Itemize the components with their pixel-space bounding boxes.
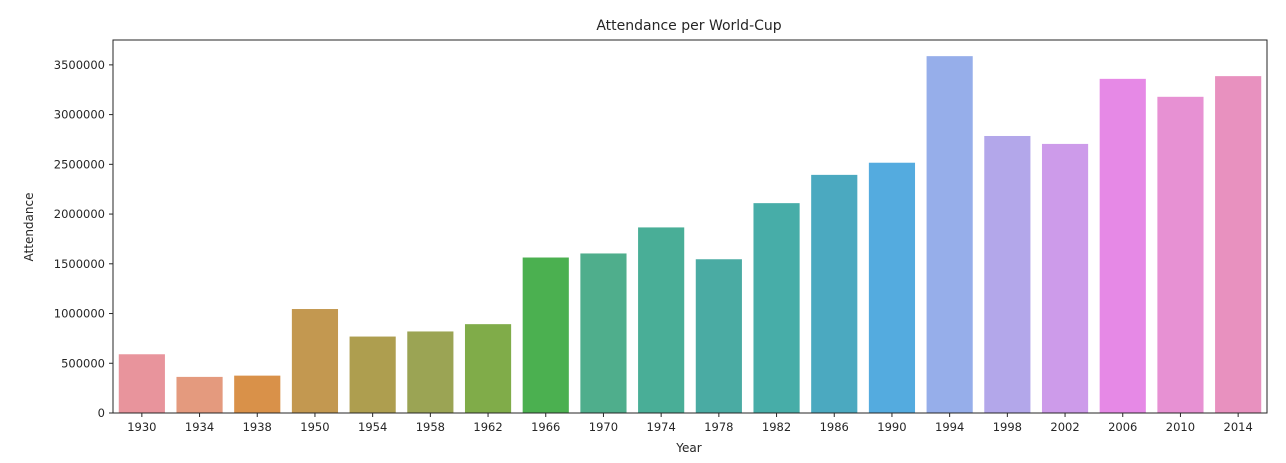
bar-1970 xyxy=(580,253,627,413)
x-tick-label-1962: 1962 xyxy=(473,420,502,434)
x-axis-label: Year xyxy=(675,441,701,455)
x-tick-label-1954: 1954 xyxy=(358,420,387,434)
chart-title: Attendance per World-Cup xyxy=(596,18,781,34)
bar-2006 xyxy=(1099,78,1146,413)
x-tick-label-1978: 1978 xyxy=(704,420,733,434)
bar-1950 xyxy=(291,309,339,413)
bar-1982 xyxy=(753,203,800,413)
y-tick-label-500000: 500000 xyxy=(61,356,105,370)
y-tick-label-3500000: 3500000 xyxy=(54,58,105,72)
plot-frame xyxy=(112,39,1268,414)
x-tick-label-1970: 1970 xyxy=(589,420,618,434)
y-axis: 0 500000 1000000 1500000 2000000 2500000 30000… xyxy=(54,58,113,420)
x-tick-label-1986: 1986 xyxy=(820,420,849,434)
y-axis-label: Attendance xyxy=(22,193,36,262)
bar-2002 xyxy=(1041,143,1089,414)
x-tick-label-1934: 1934 xyxy=(185,420,214,434)
x-tick-label-1982: 1982 xyxy=(762,420,791,434)
y-tick-label-1500000: 1500000 xyxy=(54,257,105,271)
x-tick-label-2010: 2010 xyxy=(1166,420,1195,434)
x-tick-label-1958: 1958 xyxy=(416,420,445,434)
bar-2014 xyxy=(1215,76,1262,413)
bar-1958 xyxy=(407,331,454,413)
bar-1978 xyxy=(695,259,742,413)
bar-1998 xyxy=(984,135,1031,414)
bar-2010 xyxy=(1157,96,1204,413)
bars-group xyxy=(118,56,1262,414)
x-tick-label-2014: 2014 xyxy=(1224,420,1253,434)
bar-1990 xyxy=(868,162,916,413)
bar-1962 xyxy=(464,324,512,413)
bar-1954 xyxy=(349,336,396,413)
y-tick-label-0: 0 xyxy=(98,406,105,420)
bar-1938 xyxy=(234,375,281,413)
x-tick-label-1990: 1990 xyxy=(877,420,906,434)
x-tick-label-2002: 2002 xyxy=(1050,420,1079,434)
x-axis: 1930 1934 1938 1950 1954 1958 1962 1966 1970 1974… xyxy=(127,413,1253,434)
y-tick-label-1000000: 1000000 xyxy=(54,307,105,321)
y-tick-label-2500000: 2500000 xyxy=(54,157,105,171)
x-tick-label-1998: 1998 xyxy=(993,420,1022,434)
bar-1930 xyxy=(118,354,165,413)
y-tick-label-2000000: 2000000 xyxy=(54,207,105,221)
x-tick-label-1950: 1950 xyxy=(300,420,329,434)
bar-1934 xyxy=(176,376,223,413)
x-tick-label-1930: 1930 xyxy=(127,420,156,434)
bar-1994 xyxy=(926,56,973,413)
x-tick-label-2006: 2006 xyxy=(1108,420,1137,434)
y-tick-label-3000000: 3000000 xyxy=(54,108,105,122)
bar-1966 xyxy=(522,257,569,413)
x-tick-label-1974: 1974 xyxy=(647,420,676,434)
x-tick-label-1966: 1966 xyxy=(531,420,560,434)
bar-1986 xyxy=(811,174,858,413)
x-tick-label-1938: 1938 xyxy=(243,420,272,434)
bar-1974 xyxy=(638,227,685,413)
x-tick-label-1994: 1994 xyxy=(935,420,964,434)
